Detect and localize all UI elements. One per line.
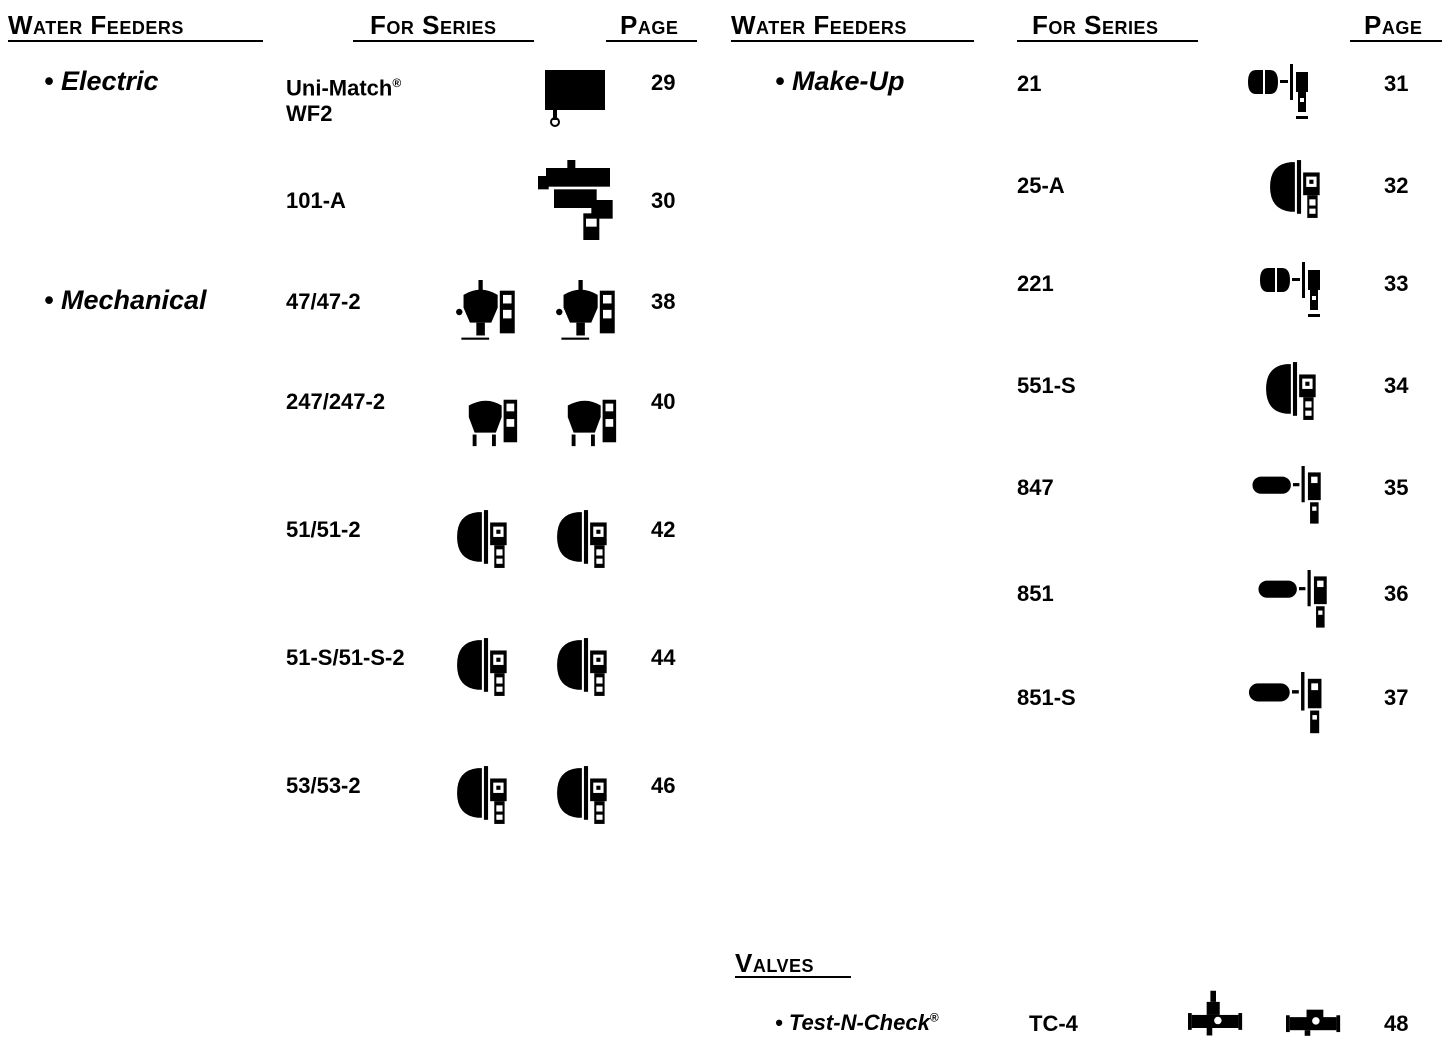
page-number: 35 (1384, 475, 1409, 500)
header-underline (606, 40, 697, 42)
series-label: WF2 (286, 101, 333, 127)
product-image (455, 280, 519, 344)
category-label: Electric (60, 66, 159, 96)
category-label: Test-N-Check (788, 1010, 930, 1035)
page-number: 40 (651, 389, 676, 414)
header-valves: Valves (735, 948, 815, 978)
header-water-feeders-right: Water Feeders (731, 10, 907, 40)
product-image (1246, 64, 1326, 124)
series-label: 51/51-2 (286, 517, 361, 542)
product-image (555, 280, 619, 344)
header-underline (8, 40, 263, 42)
page-number: 31 (1384, 71, 1409, 96)
registered-mark: ® (929, 1010, 939, 1025)
header-underline (735, 976, 851, 978)
series-label: 247/247-2 (286, 389, 386, 414)
page-number: 34 (1384, 373, 1409, 398)
header-for-series-left: For Series (370, 10, 497, 40)
product-image (1268, 158, 1330, 220)
header-page-right: Page (1364, 10, 1423, 40)
product-image (1250, 466, 1336, 530)
header-underline (731, 40, 974, 42)
series-label: 21 (1017, 71, 1042, 96)
page-number: 30 (651, 188, 676, 213)
header-page-left: Page (620, 10, 679, 40)
page-number: 36 (1384, 581, 1409, 606)
series-uni-match: Uni-Match® WF2 (286, 70, 401, 127)
header-underline (353, 40, 534, 42)
page-number: 32 (1384, 173, 1409, 198)
series-label: 851 (1017, 581, 1054, 606)
header-underline (1350, 40, 1442, 42)
product-image (455, 764, 517, 826)
header-underline (1017, 40, 1198, 42)
series-label: 847 (1017, 475, 1054, 500)
series-label: TC-4 (1029, 1011, 1078, 1036)
category-test-n-check: • Test-N-Check® (775, 1010, 939, 1035)
page-number: 44 (651, 645, 676, 670)
product-image (1264, 360, 1326, 422)
product-image (455, 636, 517, 698)
product-image (1258, 262, 1338, 322)
page-number: 42 (651, 517, 676, 542)
category-make-up: • Make-Up (775, 66, 905, 96)
page-number: 37 (1384, 685, 1409, 710)
series-label: 51-S/51-S-2 (286, 645, 405, 670)
series-label: 25-A (1017, 173, 1065, 198)
category-mechanical: • Mechanical (44, 285, 207, 315)
product-image (545, 70, 605, 130)
series-label: 851-S (1017, 685, 1076, 710)
product-image (455, 508, 517, 570)
product-image (1244, 672, 1340, 740)
page-number: 46 (651, 773, 676, 798)
page-number: 29 (651, 70, 676, 95)
registered-mark: ® (392, 76, 402, 90)
series-label: 53/53-2 (286, 773, 361, 798)
series-label: 221 (1017, 271, 1054, 296)
product-image (463, 392, 521, 450)
series-label: 551-S (1017, 373, 1076, 398)
category-label: Make-Up (791, 66, 905, 96)
product-image (1286, 1000, 1342, 1038)
page-number: 48 (1384, 1011, 1409, 1036)
series-label: 47/47-2 (286, 289, 361, 314)
product-image (555, 636, 617, 698)
category-label: Mechanical (60, 285, 207, 315)
series-label: 101-A (286, 188, 346, 213)
product-image (1188, 990, 1244, 1038)
product-image (538, 160, 618, 240)
product-image (555, 508, 617, 570)
product-image (555, 764, 617, 826)
page-number: 38 (651, 289, 676, 314)
series-label: Uni-Match (286, 75, 393, 101)
header-for-series-right: For Series (1032, 10, 1159, 40)
header-water-feeders-left: Water Feeders (8, 10, 184, 40)
category-electric: • Electric (44, 66, 159, 96)
product-image (1256, 570, 1342, 634)
page-number: 33 (1384, 271, 1409, 296)
product-image (562, 392, 620, 450)
